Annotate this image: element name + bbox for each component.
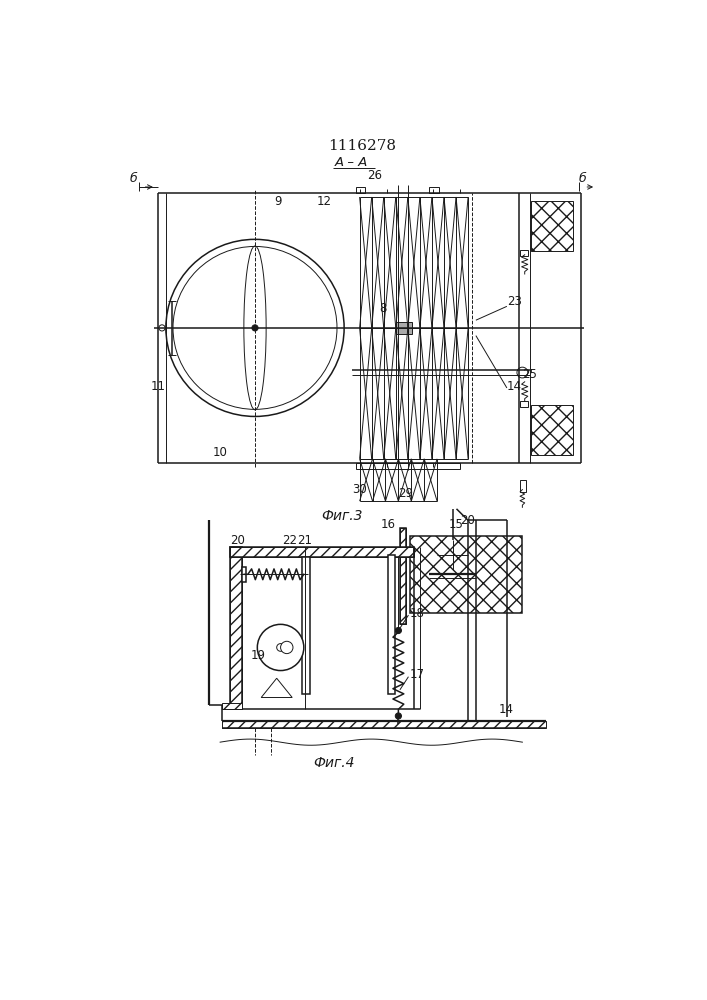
- Text: 26: 26: [368, 169, 382, 182]
- Bar: [531, 405, 573, 455]
- Circle shape: [445, 548, 460, 562]
- Circle shape: [281, 641, 293, 654]
- Bar: [400, 528, 406, 624]
- Text: 12: 12: [317, 195, 332, 208]
- Text: 20: 20: [230, 534, 245, 546]
- Text: б: б: [129, 172, 137, 185]
- Text: 19: 19: [251, 649, 266, 662]
- Text: A – A: A – A: [335, 156, 368, 169]
- Text: 29: 29: [398, 487, 414, 500]
- Bar: [356, 463, 365, 469]
- Bar: [520, 401, 528, 407]
- Bar: [230, 547, 414, 557]
- Bar: [396, 322, 411, 334]
- Bar: [242, 567, 246, 582]
- Text: Фиг.4: Фиг.4: [313, 756, 355, 770]
- Text: 22: 22: [282, 534, 297, 546]
- Text: Фиг.3: Фиг.3: [321, 509, 363, 523]
- Circle shape: [437, 540, 468, 570]
- Bar: [230, 547, 242, 709]
- Text: б: б: [578, 172, 586, 185]
- Text: 8: 8: [379, 302, 386, 316]
- Text: 17: 17: [410, 668, 425, 681]
- Circle shape: [257, 624, 304, 671]
- Text: 21: 21: [298, 534, 312, 546]
- Circle shape: [517, 367, 528, 378]
- Circle shape: [159, 325, 165, 331]
- Text: 14: 14: [507, 379, 522, 392]
- Text: 25: 25: [522, 368, 537, 381]
- Bar: [400, 528, 406, 624]
- Text: 10: 10: [212, 446, 227, 459]
- Text: 15: 15: [449, 518, 464, 531]
- Text: 9: 9: [274, 195, 282, 208]
- Bar: [520, 480, 526, 492]
- Circle shape: [173, 246, 337, 409]
- Text: 14: 14: [499, 703, 514, 716]
- Bar: [303, 557, 310, 694]
- Text: 16: 16: [380, 518, 395, 531]
- Bar: [429, 187, 438, 193]
- Bar: [388, 555, 395, 694]
- Text: 20: 20: [460, 514, 475, 527]
- Bar: [223, 703, 242, 709]
- Circle shape: [395, 713, 402, 719]
- Text: 18: 18: [410, 607, 425, 620]
- Bar: [230, 547, 414, 557]
- Bar: [520, 250, 528, 256]
- Text: 1116278: 1116278: [328, 139, 396, 153]
- Text: 30: 30: [352, 483, 367, 496]
- Circle shape: [395, 627, 402, 634]
- Bar: [223, 721, 546, 728]
- Bar: [360, 463, 460, 469]
- Text: 11: 11: [151, 379, 165, 392]
- Bar: [230, 547, 242, 709]
- Text: 23: 23: [507, 295, 522, 308]
- Circle shape: [252, 325, 258, 331]
- Circle shape: [276, 644, 284, 651]
- Bar: [410, 536, 522, 613]
- Bar: [356, 187, 365, 193]
- Bar: [429, 463, 438, 469]
- Circle shape: [166, 239, 344, 416]
- Bar: [531, 201, 573, 251]
